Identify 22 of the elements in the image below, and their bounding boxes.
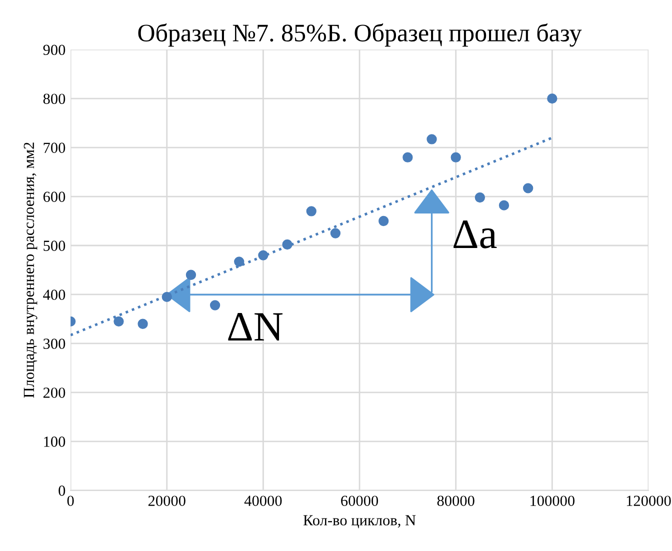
x-tick-label: 120000 — [626, 496, 671, 506]
y-tick-label: 900 — [43, 44, 66, 56]
y-tick-label: 800 — [43, 94, 66, 104]
y-tick-label: 200 — [43, 388, 66, 398]
y-tick-label: 0 — [58, 486, 66, 496]
y-tick-label: 500 — [44, 240, 66, 251]
x-tick-label: 60000 — [341, 496, 378, 506]
x-tick-label: 100000 — [530, 496, 574, 506]
x-tick-label: 80000 — [437, 496, 474, 506]
annotation: Δa — [454, 220, 497, 248]
y-tick-label: 400 — [43, 290, 66, 300]
chart-title: Образец №7. 85%Б. Образец прошел базу — [138, 23, 582, 47]
y-tick-label: 700 — [44, 142, 66, 153]
y-axis-title: Площадь внутреннего расслоения, мм2 — [24, 142, 38, 398]
x-tick-label: 20000 — [148, 496, 186, 506]
annotation: ΔN — [228, 313, 283, 341]
x-axis-title: Кол-во циклов, N — [303, 515, 416, 528]
y-tick-label: 100 — [44, 436, 66, 447]
x-tick-label: 0 — [67, 496, 74, 506]
y-tick-label: 300 — [44, 338, 66, 349]
x-tick-label: 40000 — [244, 496, 282, 506]
y-tick-label: 600 — [43, 192, 66, 202]
